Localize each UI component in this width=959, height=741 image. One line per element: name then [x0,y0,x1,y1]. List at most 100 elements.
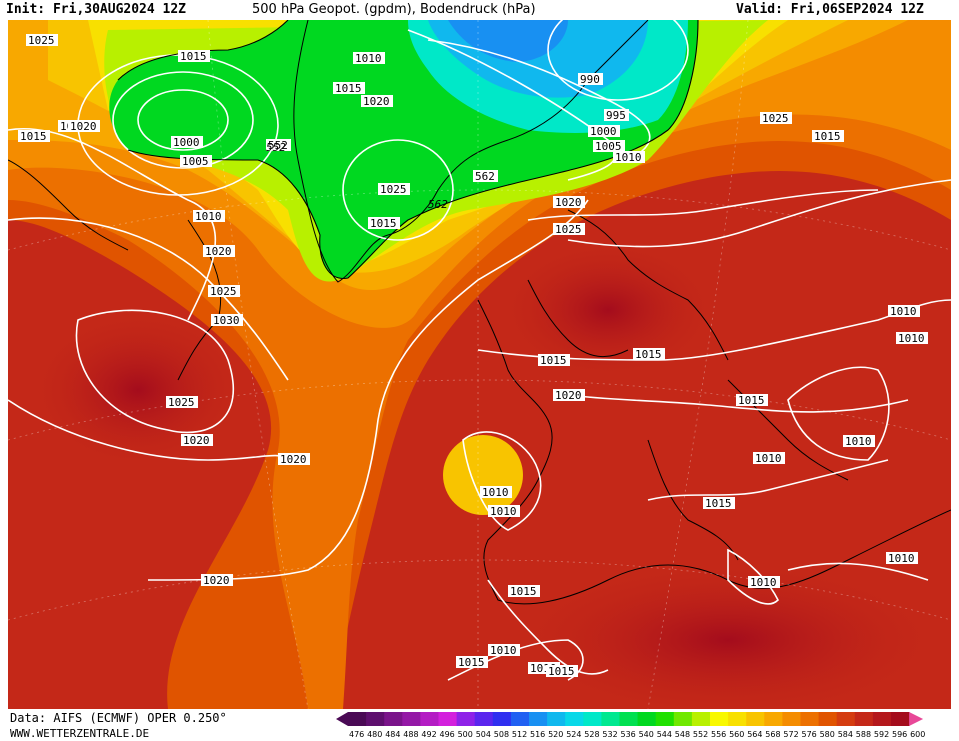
isobar-label: 1015 [633,348,665,361]
colorbar-tick: 500 [458,730,473,739]
svg-text:1010: 1010 [490,644,517,657]
svg-text:1010: 1010 [490,505,517,518]
isobar-label: 1010 [886,552,918,565]
colorbar-min-arrow [336,712,348,726]
svg-text:1015: 1015 [20,130,47,143]
svg-text:1030: 1030 [213,314,240,327]
svg-text:1015: 1015 [370,217,397,230]
colorbar-tick: 584 [838,730,853,739]
colorbar-tick: 516 [530,730,545,739]
colorbar-tick: 560 [729,730,744,739]
isobar-label: 1010 [753,452,785,465]
colorbar-tick: 556 [711,730,726,739]
init-time: Init: Fri,30AUG2024 12Z [6,2,187,17]
isobar-label: 1010 [480,486,512,499]
colorbar-tick: 564 [747,730,762,739]
svg-text:1010: 1010 [195,210,222,223]
colorbar-swatch [728,712,747,726]
colorbar-swatch [746,712,765,726]
svg-text:1020: 1020 [363,95,390,108]
isobar-label: 1010 [353,52,385,65]
contour-lines [117,20,699,279]
colorbar-tick: 492 [421,730,436,739]
svg-text:1010: 1010 [615,151,642,164]
isobar-label: 1015 [703,497,735,510]
colorbar-swatch [510,712,530,726]
colorbar-swatch [601,712,620,726]
isobar-label: 1015 [508,585,540,598]
weather-map: 1025101510101020101599099510001005101010… [8,20,951,709]
colorbar-swatch [529,712,548,726]
isobar-label: 1005 [180,155,212,168]
colorbar-tick: 512 [512,730,527,739]
low-520 [448,20,568,62]
svg-text:1025: 1025 [28,34,55,47]
svg-text:1025: 1025 [168,396,195,409]
colorbar-swatch [420,712,439,726]
colorbar-tick: 544 [657,730,672,739]
colorbar-swatch [764,712,783,726]
isobar-label: 1015 [546,665,578,678]
isobar-label: 1015 [333,82,365,95]
svg-text:995: 995 [606,109,626,122]
svg-text:1025: 1025 [380,183,407,196]
isobar-label: 1015 [178,50,210,63]
colorbar-swatch [565,712,584,726]
svg-text:1010: 1010 [755,452,782,465]
svg-text:1020: 1020 [70,120,97,133]
colorbar-swatch [384,712,403,726]
contour-label: 552 [266,141,286,154]
colorbar-swatch [619,712,639,726]
isobar-label: 1010 [613,151,645,164]
isobar-label: 1010 [888,305,920,318]
colorbar-swatch [366,712,385,726]
isobar-label: 1030 [211,314,243,327]
isobar-label: 1020 [181,434,213,447]
isobar-label: 1025 [26,34,58,47]
colorbar-tick: 520 [548,730,563,739]
svg-text:1000: 1000 [173,136,200,149]
colorbar-swatch [456,712,476,726]
isobar-label: 1010 [488,505,520,518]
colorbar-tick: 536 [621,730,636,739]
isobar-label: 1020 [203,245,235,258]
ridge-mediterranean [508,560,948,709]
isobar-label: 1010 [843,435,875,448]
colorbar-swatch [492,712,512,726]
colorbar-tick: 600 [910,730,925,739]
svg-text:1020: 1020 [183,434,210,447]
colorbar-tick: 552 [693,730,708,739]
svg-text:1020: 1020 [205,245,232,258]
svg-text:1020: 1020 [203,574,230,587]
isobar-label: 1005 [593,140,625,153]
svg-text:1015: 1015 [180,50,207,63]
svg-text:552: 552 [268,139,288,152]
colorbar-swatch [836,712,856,726]
isobar-label: 1020 [278,453,310,466]
svg-text:1010: 1010 [888,552,915,565]
colorbar-tick: 528 [584,730,599,739]
colorbar-tick: 488 [403,730,418,739]
website: WWW.WETTERZENTRALE.DE [10,727,150,740]
colorbar-swatch [438,712,458,726]
map-title: 500 hPa Geopot. (gpdm), Bodendruck (hPa) [252,2,536,17]
isobar-label: 1020 [553,196,585,209]
ridge-scandinavia [498,240,718,380]
svg-text:1015: 1015 [705,497,732,510]
colorbar-tick: 532 [602,730,617,739]
svg-text:1010: 1010 [750,576,777,589]
svg-text:1005: 1005 [595,140,622,153]
colorbar-swatch [547,712,566,726]
colorbar-swatch [402,712,421,726]
colorbar-tick: 540 [639,730,654,739]
svg-text:1010: 1010 [482,486,509,499]
isobar-label: 1015 [812,130,844,143]
colorbar-tick: 572 [783,730,798,739]
colorbar-tick: 504 [476,730,491,739]
colorbar-tick: 476 [349,730,364,739]
colorbar-tick: 580 [820,730,835,739]
colorbar-tick: 576 [802,730,817,739]
isobar-label: 1025 [378,183,410,196]
colorbar-swatch [474,712,494,726]
svg-text:1005: 1005 [182,155,209,168]
